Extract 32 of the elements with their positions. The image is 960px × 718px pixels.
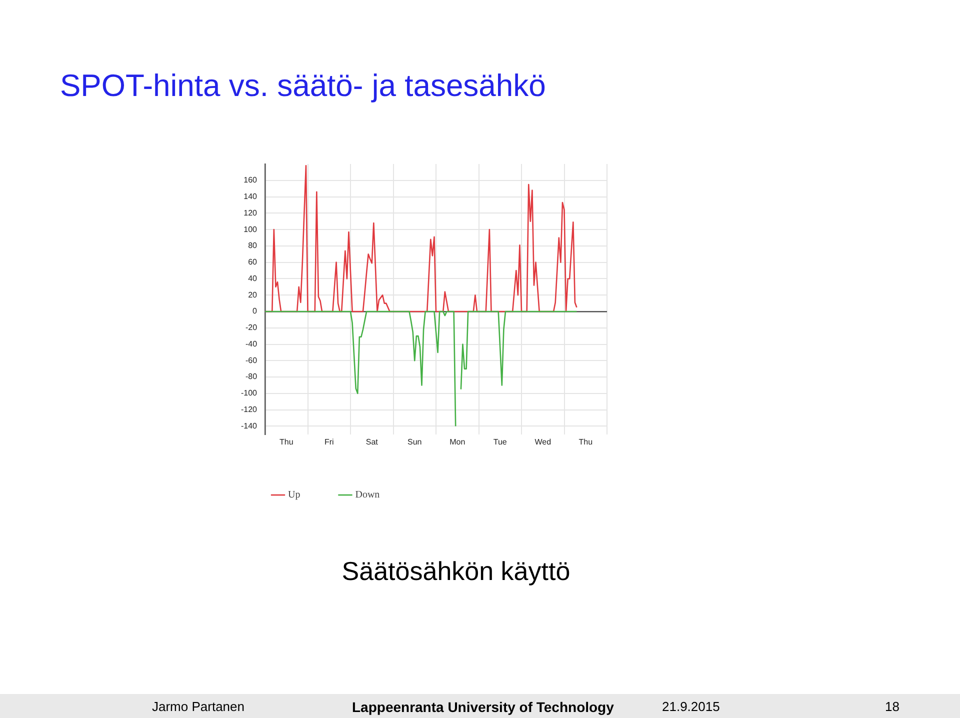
x-tick-label: Wed [534,437,552,446]
y-tick-label: -40 [245,339,258,348]
y-tick-label: 120 [244,208,258,218]
legend-label: Up [288,490,300,501]
x-tick-label: Sun [408,437,422,446]
y-tick-label: 40 [248,274,258,283]
x-tick-label: Mon [450,437,466,446]
text: 18 [885,699,900,714]
x-tick-label: Thu [578,437,593,446]
x-tick-label: Thu [279,437,294,446]
y-tick-label: -120 [240,405,258,414]
text: Säätösähkön käyttö [340,556,572,587]
y-tick-label: 160 [244,176,258,185]
chart-title: SPOT-hinta vs. säätö- ja tasesähkö [60,68,546,104]
y-tick-label: 60 [248,258,258,267]
y-tick-label: 140 [244,192,258,201]
y-tick-label: -20 [245,323,258,332]
y-tick-label: -80 [245,372,258,382]
legend-label: Down [355,490,380,501]
y-tick-label: -100 [240,388,258,398]
y-tick-label: -60 [245,356,258,365]
text: Jarmo Partanen [152,699,244,714]
text: Lappeenranta University of Technology [352,699,614,715]
x-tick-label: Sat [366,437,379,446]
x-tick-label: Tue [493,437,508,446]
y-tick-label: 20 [248,290,258,300]
x-tick-label: Fri [324,437,334,446]
y-tick-label: 0 [252,306,258,316]
y-tick-label: 100 [244,224,258,234]
y-tick-label: -140 [240,421,258,430]
text: 21.9.2015 [662,699,720,714]
y-tick-label: 80 [248,241,258,250]
